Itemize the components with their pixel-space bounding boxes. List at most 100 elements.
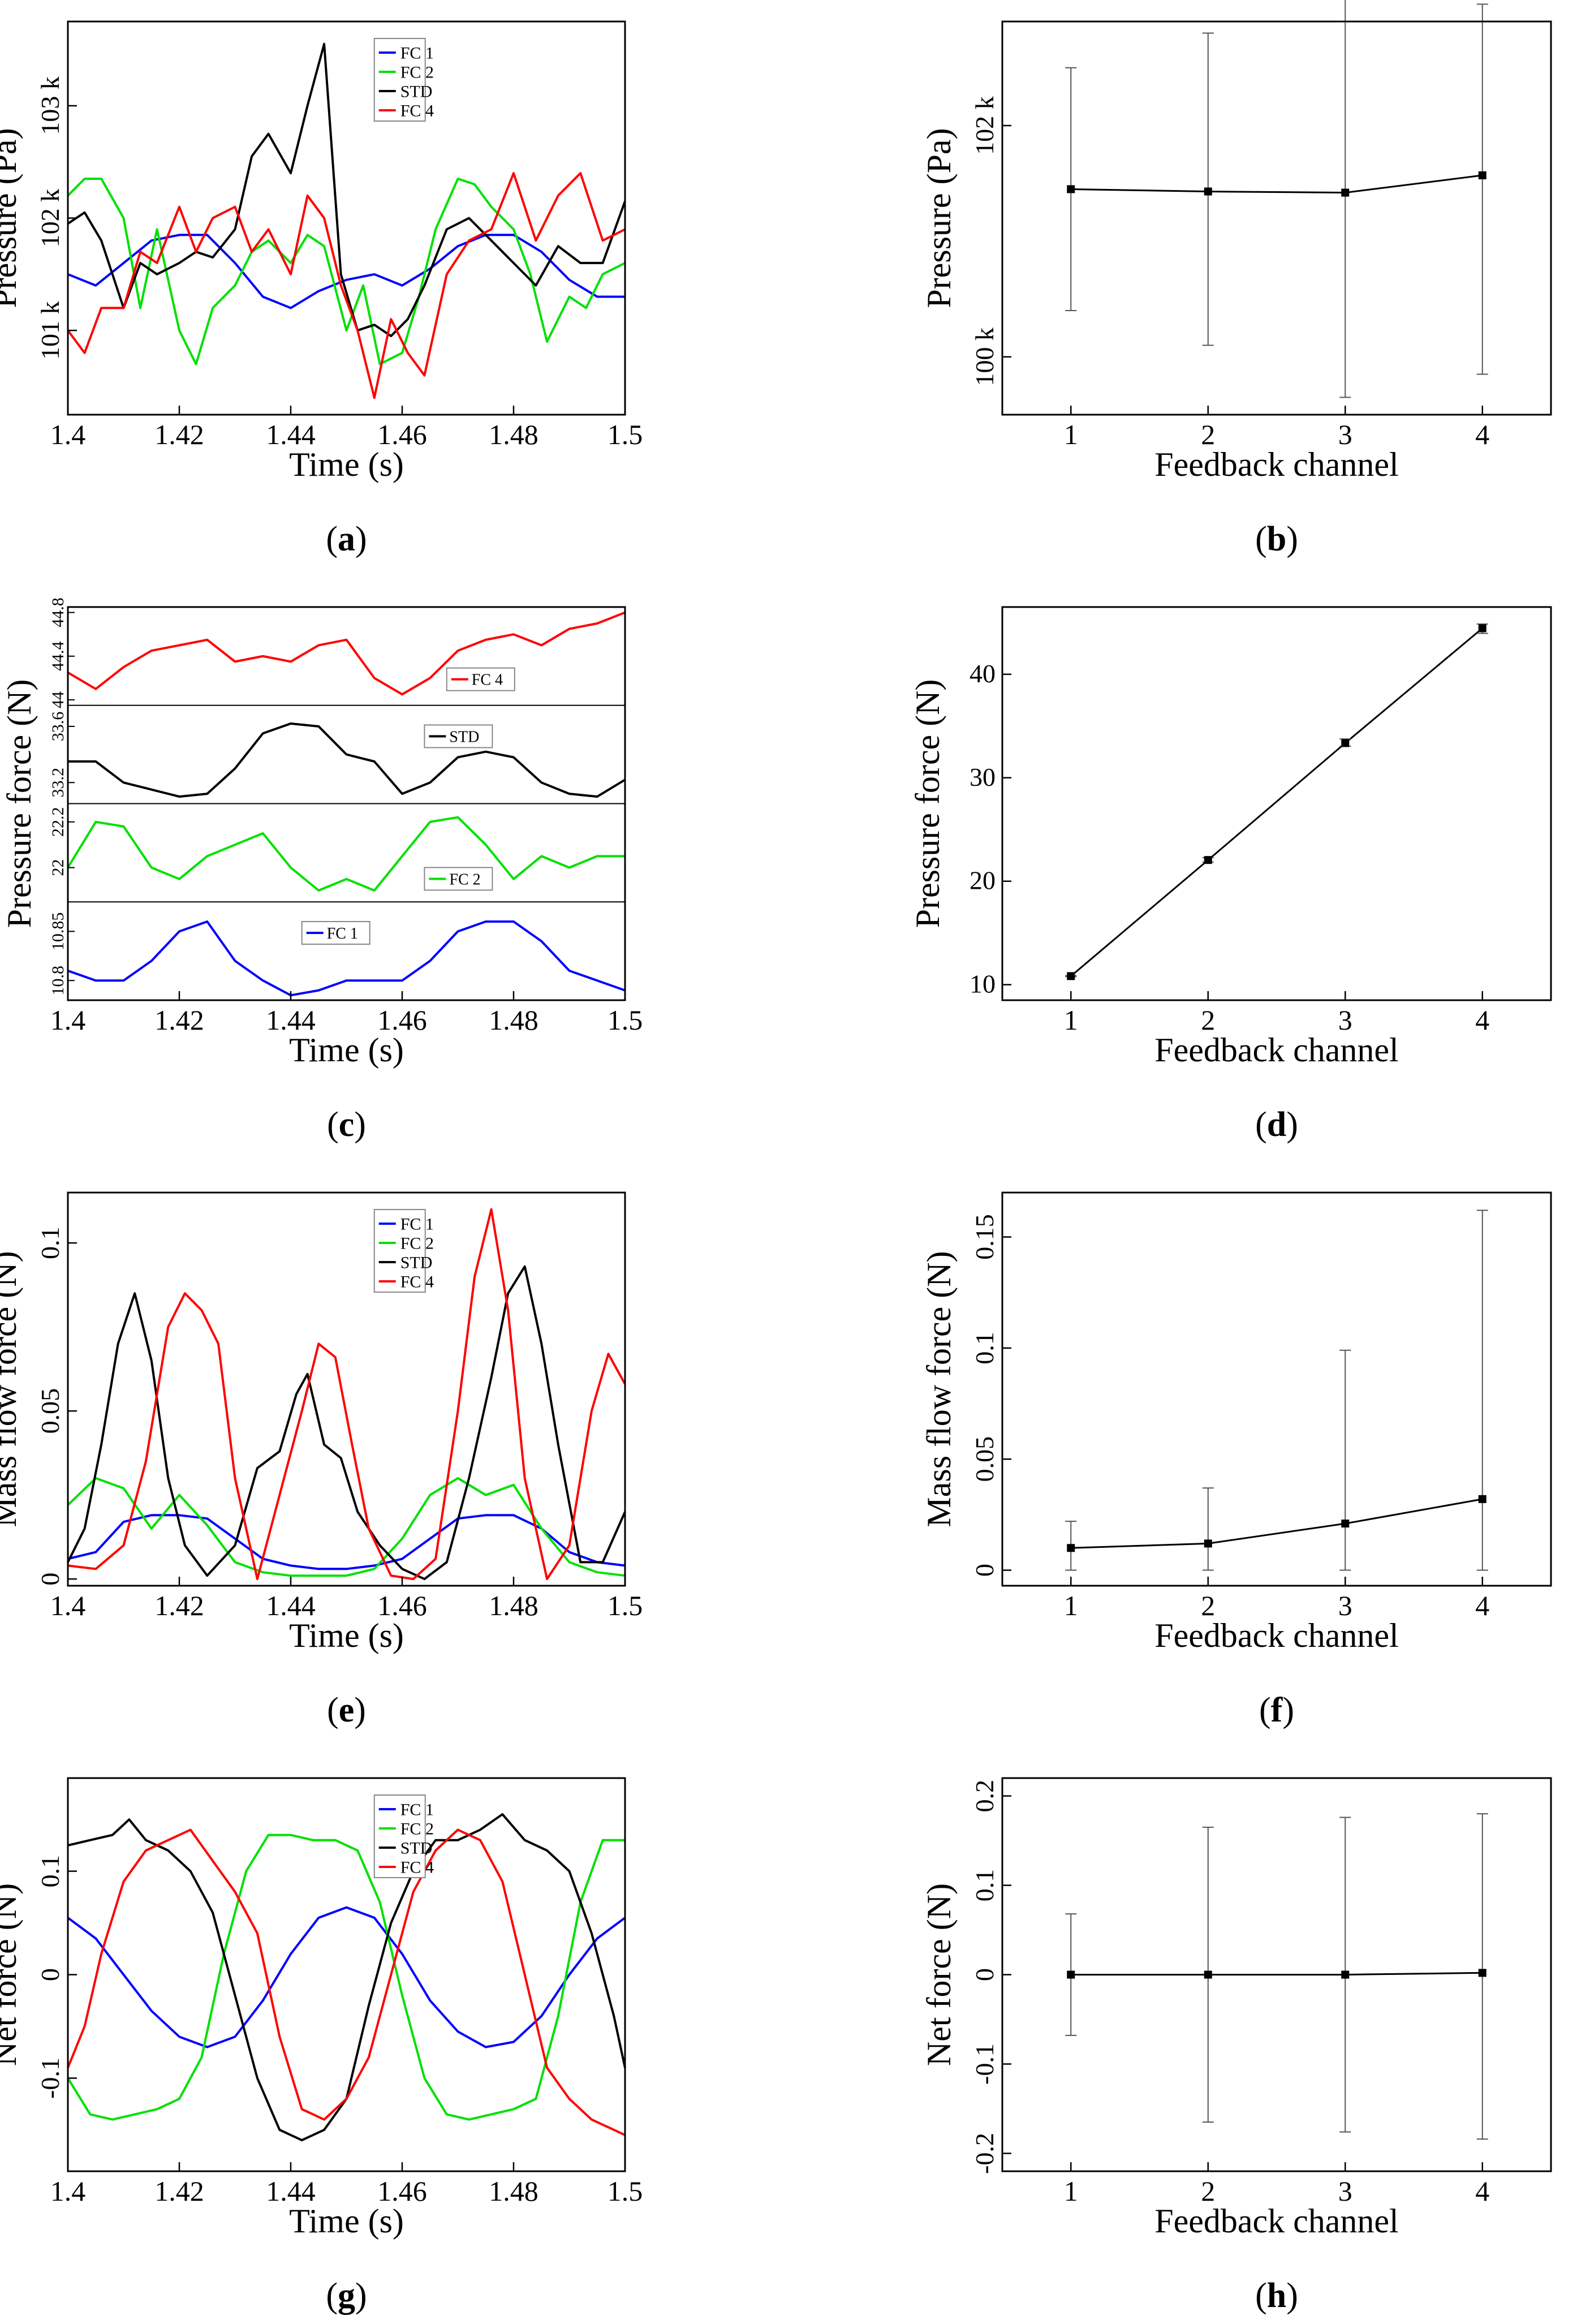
y-tick-label: 0 bbox=[36, 1573, 64, 1586]
panel-label-d: (d) bbox=[1255, 1105, 1298, 1144]
mean-line bbox=[1071, 1498, 1483, 1549]
y-axis-label-b: Pressure (Pa) bbox=[920, 128, 958, 308]
y-tick-label: -0.1 bbox=[970, 2043, 999, 2085]
series-line-fc-4 bbox=[67, 1208, 626, 1581]
plot-frame-g bbox=[67, 1777, 626, 2172]
mean-marker bbox=[1204, 1539, 1212, 1548]
x-tick-label: 3 bbox=[1338, 1590, 1352, 1621]
mean-marker bbox=[1478, 1969, 1486, 1977]
mean-marker bbox=[1341, 188, 1350, 197]
legend-entry: FC 4 bbox=[400, 102, 434, 120]
mean-marker bbox=[1067, 185, 1075, 193]
x-tick-label: 1.42 bbox=[154, 2175, 204, 2207]
plot-frame-b bbox=[1001, 20, 1552, 416]
legend-entry: FC 1 bbox=[400, 1801, 434, 1819]
y-tick-label: -0.2 bbox=[970, 2133, 999, 2174]
y-tick-label: 44.8 bbox=[49, 597, 67, 627]
x-tick-label: 1 bbox=[1064, 2175, 1078, 2207]
y-tick-label: 0.2 bbox=[970, 1780, 999, 1813]
panel-label-b: (b) bbox=[1255, 520, 1298, 558]
y-tick-label: 102 k bbox=[36, 189, 64, 248]
plot-frame-e bbox=[67, 1191, 626, 1587]
series-line-std bbox=[68, 722, 626, 798]
mean-marker bbox=[1478, 624, 1486, 632]
series-line-fc-2 bbox=[67, 178, 626, 365]
mean-marker bbox=[1478, 1495, 1486, 1503]
legend-entry: FC 4 bbox=[472, 672, 503, 689]
legend-entry: FC 2 bbox=[400, 63, 434, 82]
x-tick-label: 1 bbox=[1064, 419, 1078, 450]
x-tick-label: 1.46 bbox=[377, 1590, 427, 1621]
y-axis-label-c: Pressure force (N) bbox=[1, 679, 38, 928]
x-tick-label: 1.46 bbox=[377, 1004, 427, 1036]
x-tick-label: 1.5 bbox=[607, 419, 643, 450]
mean-marker bbox=[1341, 1970, 1350, 1979]
x-tick-label: 1.42 bbox=[154, 1590, 204, 1621]
mean-marker bbox=[1067, 1970, 1075, 1979]
panel-label-h: (h) bbox=[1255, 2276, 1298, 2315]
series-line-fc-1 bbox=[67, 920, 626, 997]
x-tick-label: 1.5 bbox=[607, 2175, 643, 2207]
x-axis-label-c: Time (s) bbox=[289, 1031, 404, 1069]
chart-d: 1 2 3 4 Feedback channel 10 20 30 40 Pressure for… bbox=[909, 606, 1552, 1144]
x-tick-label: 4 bbox=[1475, 2175, 1489, 2207]
x-tick-label: 1.48 bbox=[489, 1004, 538, 1036]
x-tick-label: 2 bbox=[1201, 1004, 1215, 1036]
panel-label-e: (e) bbox=[327, 1691, 366, 1729]
y-tick-label: 102 k bbox=[970, 96, 999, 155]
y-axis-label-g: Net force (N) bbox=[0, 1883, 23, 2066]
x-tick-label: 4 bbox=[1475, 1004, 1489, 1036]
series-line-fc-4 bbox=[67, 1828, 626, 2136]
chart-h: 1 2 3 4 Feedback channel -0.2 -0.1 0 0.1 0.2 Net f… bbox=[920, 1777, 1552, 2315]
y-tick-label: 0.1 bbox=[970, 1869, 999, 1902]
series-line-fc-2 bbox=[67, 816, 625, 892]
x-tick-label: 4 bbox=[1475, 1590, 1489, 1621]
y-axis-label-a: Pressure (Pa) bbox=[0, 128, 23, 308]
legend-entry: STD bbox=[449, 729, 479, 746]
series-line-fc-4 bbox=[67, 611, 626, 696]
x-tick-label: 3 bbox=[1338, 1004, 1352, 1036]
mean-marker bbox=[1478, 171, 1486, 179]
panel-label-f: (f) bbox=[1259, 1691, 1294, 1729]
y-tick-label: 0 bbox=[36, 1968, 64, 1981]
plot-frame-c bbox=[67, 606, 626, 1001]
legend-entry: FC 2 bbox=[400, 1820, 434, 1839]
y-tick-label: 22.2 bbox=[49, 807, 67, 837]
x-tick-label: 4 bbox=[1475, 419, 1489, 450]
x-axis-label-h: Feedback channel bbox=[1154, 2202, 1398, 2240]
legend-entry: STD bbox=[400, 1254, 433, 1272]
x-tick-label: 2 bbox=[1201, 2175, 1215, 2207]
x-tick-label: 1.48 bbox=[489, 419, 538, 450]
y-tick-label: 0.1 bbox=[36, 1226, 64, 1259]
y-axis-label-e: Mass flow force (N) bbox=[0, 1251, 23, 1527]
y-tick-label: 30 bbox=[970, 763, 996, 791]
x-axis-label-g: Time (s) bbox=[289, 2202, 404, 2240]
mean-marker bbox=[1341, 739, 1350, 747]
x-tick-label: 1.44 bbox=[266, 1004, 316, 1036]
y-tick-label: 100 k bbox=[970, 328, 999, 386]
y-tick-label: 10.8 bbox=[49, 966, 67, 996]
mean-marker bbox=[1067, 972, 1075, 980]
series-line-std bbox=[67, 1813, 626, 2142]
y-tick-label: 40 bbox=[970, 659, 996, 688]
y-tick-label: 0.05 bbox=[970, 1436, 999, 1482]
series-line-std bbox=[67, 1265, 626, 1581]
x-tick-label: 1.42 bbox=[154, 1004, 204, 1036]
panel-label-c: (c) bbox=[327, 1105, 366, 1144]
x-tick-label: 1.5 bbox=[607, 1004, 643, 1036]
x-tick-label: 1.48 bbox=[489, 2175, 538, 2207]
y-axis-label-f: Mass flow force (N) bbox=[920, 1251, 958, 1527]
series-line-fc-1 bbox=[67, 234, 625, 309]
series-line-fc-2 bbox=[67, 1834, 625, 2121]
x-axis-label-f: Feedback channel bbox=[1154, 1617, 1398, 1654]
x-tick-label: 1.44 bbox=[266, 2175, 316, 2207]
legend-entry: FC 4 bbox=[400, 1858, 434, 1877]
x-axis-label-e: Time (s) bbox=[289, 1617, 404, 1654]
x-tick-label: 1.46 bbox=[377, 2175, 427, 2207]
mean-line bbox=[1071, 1972, 1483, 1976]
chart-e: 1.4 1.42 1.44 1.46 1.48 1.5 Time (s) 0 0.05 0.1 Ma… bbox=[0, 1191, 643, 1729]
legend-entry: FC 2 bbox=[400, 1234, 434, 1253]
plot-frame-d bbox=[1001, 606, 1552, 1001]
x-tick-label: 1 bbox=[1064, 1590, 1078, 1621]
x-axis-label-b: Feedback channel bbox=[1154, 446, 1398, 483]
